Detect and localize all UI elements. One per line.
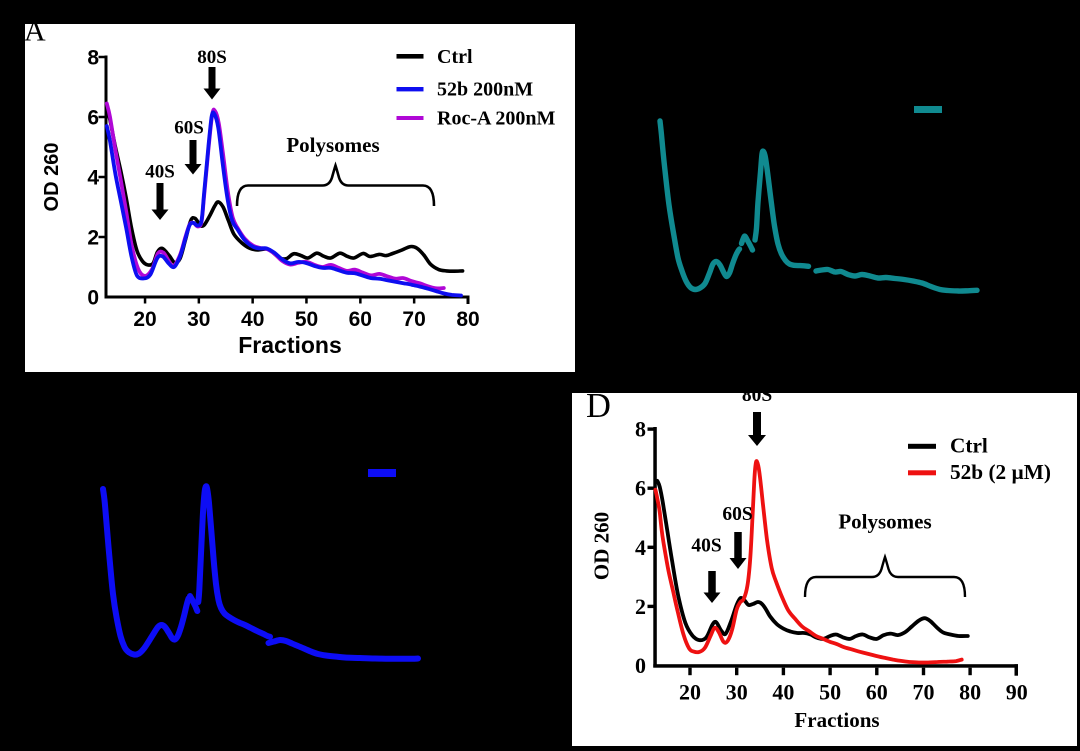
svg-text:20: 20 <box>133 308 156 331</box>
svg-text:Fractions: Fractions <box>238 332 342 358</box>
svg-text:90: 90 <box>1006 680 1028 705</box>
svg-text:Polysomes: Polysomes <box>286 133 379 157</box>
svg-text:0: 0 <box>87 287 99 310</box>
svg-text:4: 4 <box>635 535 646 560</box>
svg-text:60: 60 <box>866 680 888 705</box>
svg-text:60S: 60S <box>174 118 204 139</box>
svg-text:50: 50 <box>819 680 841 705</box>
svg-text:80: 80 <box>959 680 981 705</box>
svg-text:40: 40 <box>772 680 794 705</box>
svg-text:Fractions: Fractions <box>794 708 879 732</box>
svg-text:6: 6 <box>87 107 99 130</box>
svg-text:8: 8 <box>87 47 99 70</box>
svg-text:30: 30 <box>187 308 210 331</box>
svg-text:D: D <box>586 387 611 425</box>
svg-text:80: 80 <box>456 308 479 331</box>
svg-text:52b (2 µM): 52b (2 µM) <box>950 460 1051 484</box>
svg-text:52b 200nM: 52b 200nM <box>437 79 533 101</box>
svg-text:Ctrl: Ctrl <box>950 434 988 458</box>
svg-text:30: 30 <box>726 680 748 705</box>
svg-text:2: 2 <box>87 227 99 250</box>
svg-text:A: A <box>24 15 46 48</box>
svg-text:4: 4 <box>87 167 99 190</box>
svg-text:60S: 60S <box>722 504 753 525</box>
svg-text:OD 260: OD 260 <box>590 512 614 580</box>
svg-text:70: 70 <box>402 308 425 331</box>
svg-text:Roc-A 200nM: Roc-A 200nM <box>437 108 555 130</box>
svg-text:Polysomes: Polysomes <box>838 510 931 534</box>
svg-text:40S: 40S <box>145 162 175 183</box>
svg-text:50: 50 <box>295 308 318 331</box>
svg-text:70: 70 <box>913 680 935 705</box>
svg-text:8: 8 <box>635 417 646 442</box>
svg-text:80S: 80S <box>197 47 227 68</box>
svg-text:40S: 40S <box>691 536 722 557</box>
svg-text:Ctrl: Ctrl <box>437 46 473 68</box>
svg-text:60: 60 <box>349 308 372 331</box>
svg-text:40: 40 <box>241 308 264 331</box>
svg-text:OD 260: OD 260 <box>41 143 63 212</box>
svg-text:20: 20 <box>679 680 701 705</box>
svg-text:0: 0 <box>635 653 646 678</box>
svg-text:2: 2 <box>635 594 646 619</box>
svg-text:6: 6 <box>635 476 646 501</box>
svg-text:80S: 80S <box>742 385 773 406</box>
